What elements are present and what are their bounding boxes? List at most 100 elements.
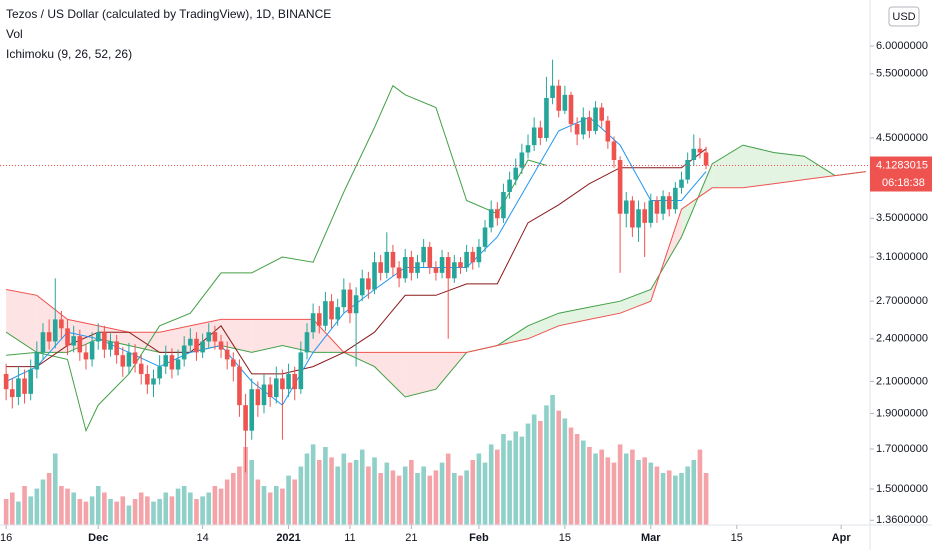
candle-body [273,378,279,398]
candle-body [255,389,261,406]
volume-bar [439,462,445,525]
candle-body [409,257,414,273]
volume-bar [59,486,64,525]
candle-body [464,251,469,268]
candle-body [660,196,666,214]
volume-bar [188,492,193,525]
volume-bar [501,434,506,525]
volume-bar [587,447,592,525]
candle-body [102,332,107,350]
candle-body [384,251,390,273]
volume-bar [679,473,684,525]
candle-body [126,352,132,367]
candle-body [329,301,334,320]
candle-body [34,352,40,370]
candle-body [224,349,230,360]
candle-body [249,389,255,431]
volume-bar [151,501,156,525]
volume-bar [16,501,21,525]
volume-bar [458,475,463,525]
volume-bar [249,460,255,525]
volume-label: Vol [6,27,23,41]
candle-body [623,200,629,214]
volume-bar [476,453,482,525]
candle-body [89,341,95,360]
volume-bar [372,457,377,525]
candle-body [691,148,697,160]
candle-body [138,363,144,374]
candle-body [267,384,273,398]
volume-bar [452,473,457,525]
ichimoku-lead-b [6,171,866,353]
candle-body [120,355,126,367]
ichimoku-base [6,148,707,375]
candle-body [310,313,316,333]
volume-bar [329,457,334,525]
x-tick-label: 16 [0,532,12,544]
volume-bar [366,466,371,525]
volume-bar [630,449,635,525]
candle-body [507,179,512,192]
candle-body [587,117,592,131]
ichimoku-lagging [6,84,547,433]
volume-bar [488,444,494,525]
y-tick-label: 2.7000000 [876,295,928,307]
volume-bar [89,496,95,525]
volume-bar [525,423,531,525]
candle-body [433,267,439,273]
cloud-segment [804,156,836,180]
candle-body [556,85,562,111]
candle-body [46,332,52,342]
candle-body [611,141,617,160]
volume-bar [611,462,617,525]
candle-body [525,145,531,153]
volume-bar [574,434,580,525]
candle-body [574,124,580,135]
currency-label[interactable]: USD [892,11,915,23]
volume-bar [347,462,353,525]
volume-bar [83,501,89,525]
candle-body [673,187,678,210]
y-tick-label: 2.4000000 [876,333,928,345]
volume-pane [3,395,709,525]
volume-bar [378,473,383,525]
volume-bar [138,492,144,525]
candle-body [427,246,433,268]
volume-bar [286,475,291,525]
candle-body [52,319,58,342]
volume-bar [169,496,175,525]
candle-body [353,295,359,314]
volume-bar [482,462,488,525]
volume-bar [703,473,709,525]
candle-body [537,127,543,138]
volume-bar [513,431,519,525]
candles [3,59,709,473]
x-tick-label: 11 [344,532,355,544]
currency-box[interactable] [888,6,920,27]
volume-bar [353,460,359,525]
volume-bar [427,475,433,525]
candle-body [703,152,709,166]
candle-body [9,389,15,398]
x-tick-label: 15 [731,532,743,544]
candle-body [599,107,604,121]
volume-bar [519,436,525,525]
volume-bar [255,479,261,525]
candle-body [458,262,463,268]
volume-bar [126,505,132,525]
candle-body [415,262,420,273]
volume-bar [642,457,647,525]
volume-bar [194,499,199,525]
volume-bar [237,466,242,525]
volume-bar [52,453,58,525]
volume-bar [666,470,672,525]
ichimoku-label: Ichimoku (9, 26, 52, 26) [6,47,132,61]
candle-body [605,120,611,142]
candle-body [323,301,328,326]
candle-body [175,359,181,370]
y-tick-label: 4.5000000 [876,132,928,144]
volume-bar [384,462,390,525]
x-tick-label: 21 [405,532,417,544]
volume-bar [157,499,162,525]
volume-bar [218,488,224,525]
